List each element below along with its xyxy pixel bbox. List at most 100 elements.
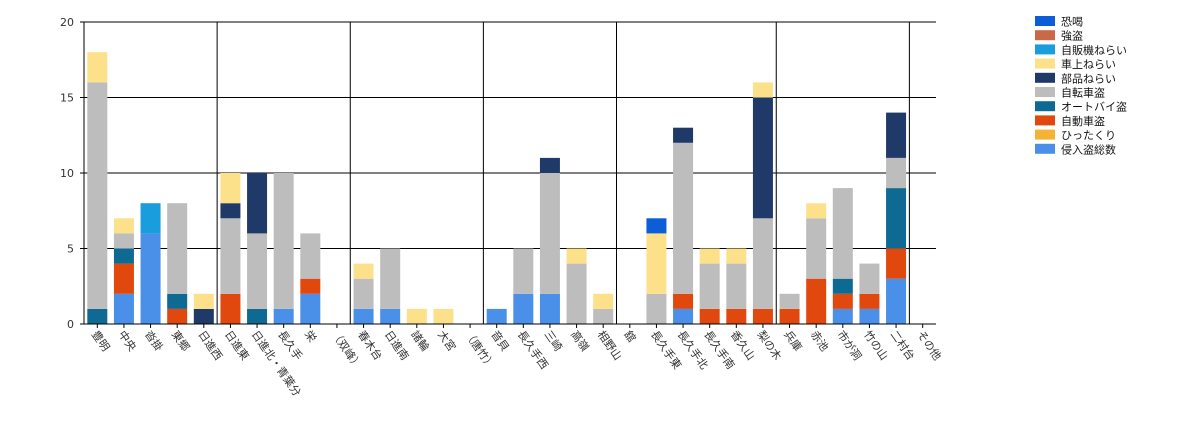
bar-segment (167, 308, 188, 324)
legend-swatch (1035, 44, 1055, 55)
bar-segment (113, 263, 134, 294)
bar-segment (699, 248, 720, 264)
bar-segment (113, 233, 134, 249)
bar-segment (699, 308, 720, 324)
bar-segment (726, 308, 747, 324)
bar-segment (779, 308, 800, 324)
bar-segment (566, 263, 587, 324)
bar-segment (886, 157, 907, 189)
x-tick-label: 梨の木 (754, 328, 784, 363)
x-tick-label: 中央 (115, 328, 138, 353)
bar-segment (832, 308, 853, 324)
bar-segment (673, 142, 694, 294)
bar-segment (886, 278, 907, 324)
bar-segment (539, 293, 560, 324)
y-tick-label: 5 (67, 243, 74, 256)
bar-segment (752, 308, 773, 324)
y-tick-label: 20 (60, 16, 74, 29)
bar-segment (859, 263, 880, 294)
bar-segment (699, 263, 720, 309)
x-tick-label: 兵庫 (781, 328, 805, 354)
y-tick-label: 15 (60, 92, 74, 105)
x-tick-label: 東郷 (169, 328, 193, 354)
x-tick-label: 日進西 (195, 328, 225, 362)
legend-swatch (1035, 115, 1055, 126)
bar-segment (380, 248, 401, 309)
legend-label: ひったくり (1061, 129, 1116, 142)
x-tick-label: 舘 (621, 328, 639, 345)
legend-swatch (1035, 58, 1055, 69)
bar-segment (353, 308, 374, 324)
bar-segment (886, 112, 907, 158)
legend-swatch (1035, 72, 1055, 83)
legend-swatch (1035, 30, 1055, 41)
bar-segment (167, 203, 188, 294)
bar-segment (220, 173, 241, 204)
bar-segment (353, 263, 374, 279)
bar-segment (752, 97, 773, 219)
legend-label: 自転車盗 (1061, 86, 1105, 100)
legend-label: 恐喝 (1061, 16, 1083, 29)
x-tick-label: 竹の山 (861, 328, 891, 363)
legend-label: 車上ねらい (1061, 57, 1116, 71)
x-tick-label: 豊明 (89, 328, 112, 353)
bar-segment (113, 218, 134, 234)
bars (87, 52, 907, 324)
bar-segment (832, 278, 853, 294)
bar-segment (726, 263, 747, 309)
legend-swatch (1035, 143, 1055, 154)
bar-segment (646, 233, 667, 294)
bar-segment (859, 308, 880, 324)
x-tick-label: 日進東 (222, 328, 252, 362)
x-tick-label: 二村台 (888, 328, 918, 363)
legend-swatch (1035, 87, 1055, 97)
bar-segment (220, 203, 241, 219)
bar-segment (220, 218, 241, 294)
bar-segment (539, 157, 560, 173)
bar-segment (247, 308, 268, 324)
x-tick-label: 沓掛 (142, 328, 166, 354)
bar-segment (140, 203, 161, 234)
x-tick-label: 高嶺 (568, 328, 592, 354)
y-tick-label: 0 (67, 318, 74, 331)
legend-swatch (1035, 129, 1055, 140)
bar-segment (673, 308, 694, 324)
bar-segment (87, 82, 108, 309)
bar-segment (193, 293, 214, 309)
x-tick-label: 日進南 (382, 328, 412, 362)
bar-segment (273, 308, 294, 324)
legend-label: 自動車盗 (1061, 114, 1105, 128)
x-tick-label: その他 (914, 328, 944, 362)
x-tick-label: 三崎 (541, 328, 565, 354)
bar-segment (380, 308, 401, 324)
legend-label: 部品ねらい (1061, 71, 1116, 85)
bar-segment (539, 173, 560, 294)
bar-segment (486, 308, 507, 324)
bar-segment (300, 233, 321, 279)
bar-segment (779, 293, 800, 309)
bar-segment (140, 233, 161, 324)
y-tick-labels: 0 5 10 15 20 (60, 16, 84, 331)
legend-swatch (1035, 16, 1055, 26)
x-tick-label: 大宮 (435, 328, 459, 354)
x-tick-label: 諸輪 (408, 328, 432, 354)
bar-segment (752, 218, 773, 309)
bar-segment (593, 293, 614, 309)
bar-segment (87, 308, 108, 324)
bar-segment (87, 52, 108, 83)
bar-segment (433, 308, 454, 324)
x-tick-label: 相野山 (595, 328, 625, 362)
y-tick-label: 10 (60, 167, 74, 180)
x-tick-label: 日進北・青葉分 (249, 328, 305, 399)
bar-segment (273, 173, 294, 309)
bar-segment (752, 82, 773, 98)
bar-segment (113, 293, 134, 324)
bar-segment (886, 248, 907, 279)
legend: 恐喝強盗自販機ねらい車上ねらい部品ねらい自転車盗オートバイ盗自動車盗ひったくり侵… (1035, 16, 1127, 156)
legend-label: 自販機ねらい (1061, 43, 1127, 57)
bar-segment (220, 293, 241, 324)
bar-segment (806, 278, 827, 324)
bar-segment (593, 308, 614, 324)
